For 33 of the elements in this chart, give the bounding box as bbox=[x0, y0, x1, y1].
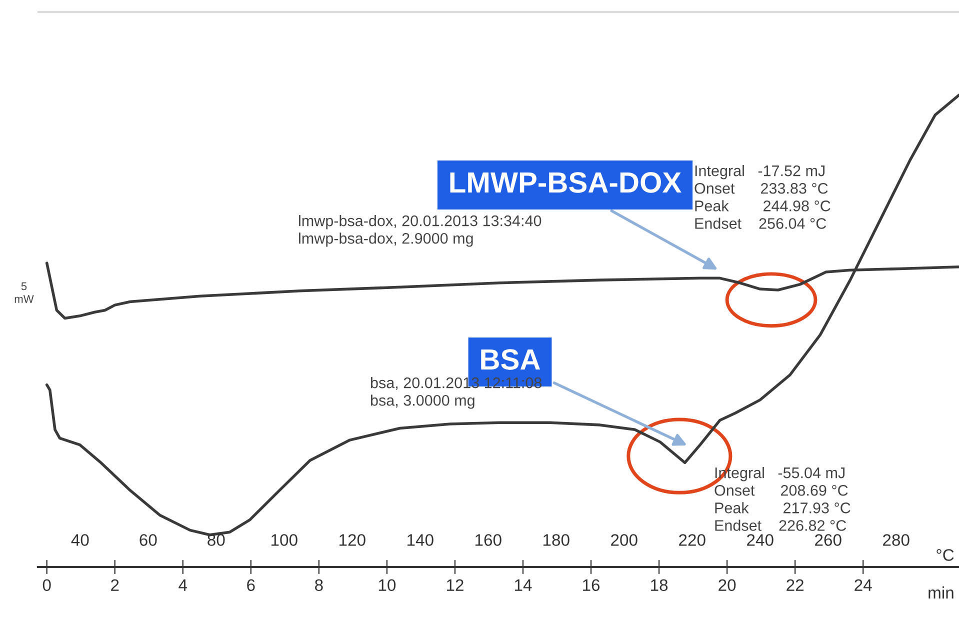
text: LMWP-BSA-DOX bbox=[450, 172, 682, 193]
x-tick-label: 18 bbox=[651, 579, 668, 592]
annotation: lmwp-bsa-dox, 20.01.2013 13:34:40 lmwp-bsa-dox, 2.9000 mg bbox=[299, 215, 542, 247]
x2-tick-label: 120 bbox=[340, 534, 366, 546]
x-tick-label: 16 bbox=[583, 579, 600, 592]
x2-tick-label: 180 bbox=[543, 534, 570, 546]
x2-tick-label: 240 bbox=[747, 534, 774, 546]
x-tick-label: 22 bbox=[786, 579, 804, 591]
x2-tick-label: 260 bbox=[815, 534, 842, 546]
x2-tick-label: 200 bbox=[611, 534, 638, 546]
x2-tick-label: 100 bbox=[272, 534, 298, 546]
x-tick-label: 12 bbox=[446, 579, 464, 591]
x-tick-label: 10 bbox=[378, 579, 396, 592]
x2-tick-label: 40 bbox=[71, 534, 89, 546]
series-label: BSA bbox=[481, 349, 540, 370]
x-axis-title: min bbox=[928, 586, 954, 599]
x2-tick-label: 80 bbox=[208, 534, 225, 546]
x-tick-label: 4 bbox=[178, 579, 188, 591]
x-tick-label: 2 bbox=[111, 579, 119, 591]
x-tick-label: 24 bbox=[854, 579, 872, 591]
x2-tick-label: 140 bbox=[408, 534, 434, 546]
x2-tick-label: 220 bbox=[679, 534, 706, 546]
x-tick-label: 0 bbox=[42, 579, 51, 592]
text: 5 mW bbox=[14, 282, 34, 303]
x2-tick-label: 60 bbox=[140, 534, 157, 546]
x2-tick-label: 160 bbox=[476, 534, 502, 546]
x2-axis-title: °C bbox=[936, 549, 954, 561]
x-tick-label: 14 bbox=[514, 579, 532, 591]
x2-tick-label: 280 bbox=[883, 534, 910, 546]
x-tick-label: 8 bbox=[315, 579, 323, 592]
x-tick-label: 6 bbox=[247, 579, 255, 592]
x-tick-label: 20 bbox=[718, 579, 736, 592]
annotation: Integral -17.52 mJ Onset 233.83 °C Peak 244.98 °C Endset 256.04 °C bbox=[694, 165, 830, 229]
